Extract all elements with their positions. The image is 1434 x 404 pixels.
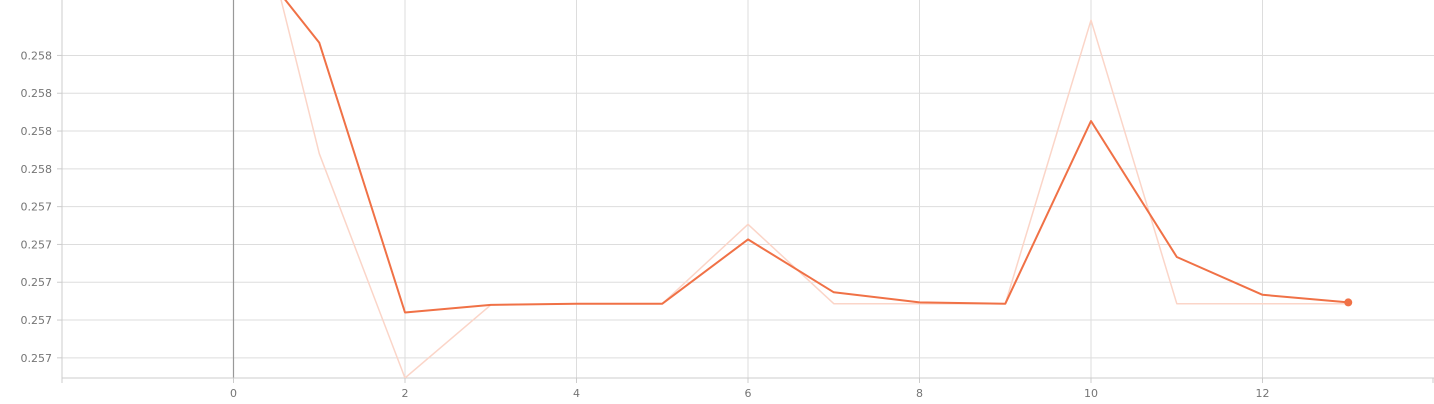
y-tick-label: 0.258 (21, 163, 53, 176)
last-point-marker[interactable] (1344, 298, 1353, 307)
grid-layer (62, 0, 1434, 378)
raw-series-line (280, 0, 1349, 378)
tick-label-layer: 0.257 0.257 0.257 0.257 0.257 0.258 0.258 0.258… (21, 49, 1270, 400)
y-tick-label: 0.258 (21, 87, 53, 100)
y-tick-label: 0.258 (21, 49, 53, 62)
x-tick-label: 2 (402, 387, 409, 400)
x-tick-label: 10 (1084, 387, 1098, 400)
series-layer (280, 0, 1353, 378)
y-tick-label: 0.257 (21, 314, 53, 327)
x-tick-label: 6 (745, 387, 752, 400)
x-tick-label: 8 (916, 387, 923, 400)
y-tick-label: 0.257 (21, 238, 53, 251)
x-tick-label: 4 (573, 387, 580, 400)
x-tick-label: 0 (230, 387, 237, 400)
y-tick-label: 0.257 (21, 352, 53, 365)
y-tick-label: 0.257 (21, 276, 53, 289)
x-tick-label: 12 (1256, 387, 1270, 400)
smoothed-series-line (284, 0, 1349, 314)
y-tick-label: 0.258 (21, 125, 53, 138)
y-tick-label: 0.257 (21, 201, 53, 214)
axis-layer (57, 0, 1434, 383)
